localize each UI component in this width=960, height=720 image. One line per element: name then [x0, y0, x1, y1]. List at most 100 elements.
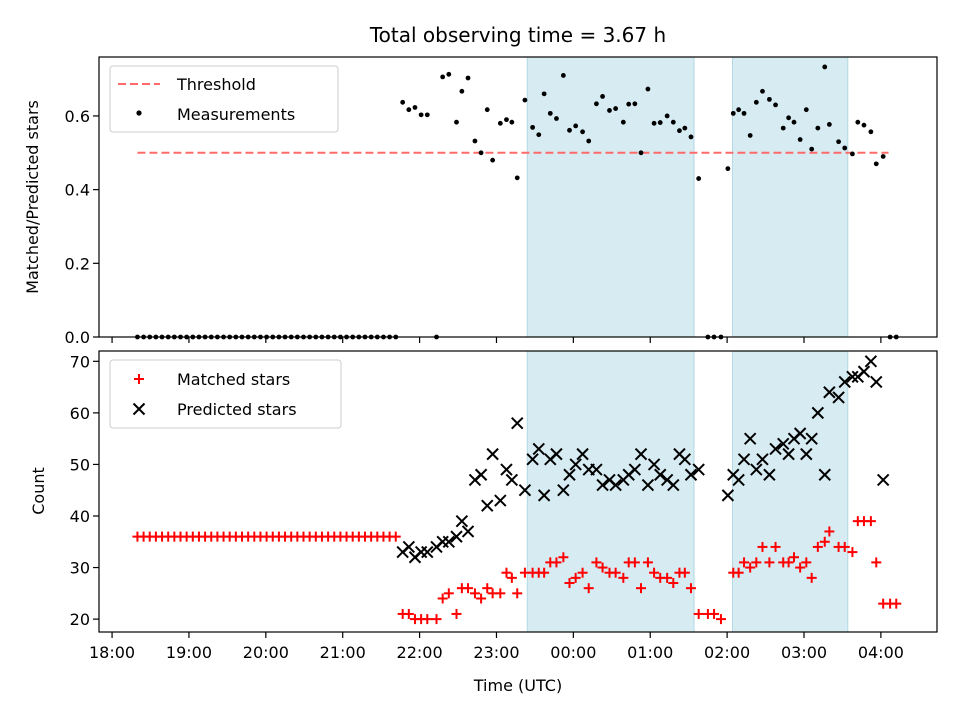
x-marker-b [511, 416, 524, 430]
matched-star-point [891, 598, 902, 609]
measurement-point [861, 122, 867, 128]
measurement-point [418, 112, 424, 118]
predicted-star-point [800, 447, 813, 461]
x-marker-b [550, 447, 563, 461]
predicted-star-point [743, 432, 757, 445]
matched-star-point [847, 547, 858, 558]
predicted-star-point [563, 468, 576, 481]
matched-star-point [482, 583, 493, 594]
measurement-point [741, 110, 747, 116]
predicted-star-point [511, 416, 524, 430]
predicted-star-point [590, 463, 603, 476]
measurement-point [536, 132, 542, 138]
matched-star-point [570, 572, 581, 583]
x-marker-b [805, 432, 818, 445]
measurement-point [780, 125, 786, 131]
matched-star-point [824, 526, 835, 537]
matched-star-point [819, 536, 830, 547]
measurement-point [586, 138, 592, 144]
matched-star-point [506, 572, 517, 583]
predicted-star-point [737, 453, 751, 466]
x-marker-b [455, 514, 469, 528]
x-marker-b [603, 473, 616, 487]
matched-star-point [751, 557, 762, 568]
predicted-star-point [864, 355, 878, 368]
predicted-star-point [846, 370, 859, 383]
matched-star-point [431, 614, 442, 625]
x-marker-b [793, 427, 807, 440]
measurement-point [541, 91, 547, 97]
x-axis-label: Time (UTC) [473, 676, 562, 695]
matched-star-point [629, 557, 640, 568]
matched-star-point [495, 588, 506, 599]
measurement-point [696, 176, 702, 181]
predicted-star-point [641, 478, 655, 492]
top-legend-box [109, 65, 339, 133]
x-marker-b [823, 386, 836, 399]
predicted-star-point [793, 427, 807, 440]
measurement-point [826, 122, 832, 127]
predicted-star-point [721, 489, 735, 502]
predicted-star-point [421, 545, 434, 559]
predicted-star-point [634, 447, 648, 461]
measurement-point [767, 96, 772, 102]
matched-star-point [539, 567, 550, 578]
y-tick-label: 0.2 [65, 254, 90, 273]
top-shaded-regions [526, 56, 849, 338]
predicted-star-point [461, 525, 475, 538]
measurement-point [478, 150, 484, 156]
x-marker-b [721, 489, 735, 502]
x-marker-b [832, 391, 845, 404]
x-tick-label: 20:00 [243, 643, 289, 662]
measurement-point [736, 107, 742, 113]
predicted-star-point [782, 447, 795, 461]
bottom-y-axis: 20 30 40 50 60 70 [70, 352, 99, 629]
predicted-star-point [550, 447, 563, 461]
x-marker-b [557, 484, 570, 497]
x-marker-b [692, 463, 705, 476]
legend-measurements-label: Measurements [177, 105, 295, 124]
x-marker-b [756, 453, 769, 466]
x-marker-b [818, 468, 831, 481]
predicted-star-point [811, 406, 825, 420]
matched-star-point [662, 572, 673, 583]
predicted-star-point [576, 447, 589, 461]
shaded-interval [526, 56, 695, 338]
bottom-legend-box [109, 359, 342, 429]
bottom-legend: Matched stars Predicted stars [109, 359, 342, 429]
predicted-star-point [756, 453, 769, 466]
matched-star-point [795, 562, 806, 573]
measurement-point [626, 101, 632, 107]
x-marker-b [634, 447, 648, 461]
measurement-point [607, 108, 612, 113]
matched-star-point [443, 588, 454, 599]
measurement-point [873, 161, 879, 167]
x-marker-b [609, 478, 622, 492]
x-marker-b [628, 463, 642, 476]
y-tick-label: 20 [70, 610, 90, 629]
measurement-point [620, 119, 626, 125]
x-marker-b [494, 494, 507, 507]
x-marker-b [769, 442, 782, 456]
matched-star-point [577, 567, 588, 578]
x-marker-b [500, 463, 513, 476]
predicted-star-point [402, 540, 416, 554]
predicted-star-point [667, 478, 680, 492]
predicted-star-point [805, 432, 818, 445]
x-marker-b [811, 406, 825, 420]
x-marker-b [590, 463, 603, 476]
measurement-point [670, 119, 676, 125]
measurement-point [424, 112, 430, 118]
legend-predicted-label: Predicted stars [177, 400, 297, 419]
bottom-panel: 20 30 40 50 60 70 18:00 19:00 20:00 21:00 22:00 23… [29, 350, 938, 695]
predicted-star-point [500, 463, 513, 476]
x-tick-label: 19:00 [166, 643, 212, 662]
measurement-point [809, 146, 815, 152]
predicted-star-point [596, 478, 609, 492]
matched-star-point [733, 567, 744, 578]
x-marker-b [732, 473, 745, 487]
legend-threshold-label: Threshold [176, 75, 256, 94]
measurement-point [522, 97, 528, 103]
top-y-axis: 0.0 0.2 0.4 0.6 [65, 107, 99, 347]
predicted-star-point [505, 473, 519, 487]
